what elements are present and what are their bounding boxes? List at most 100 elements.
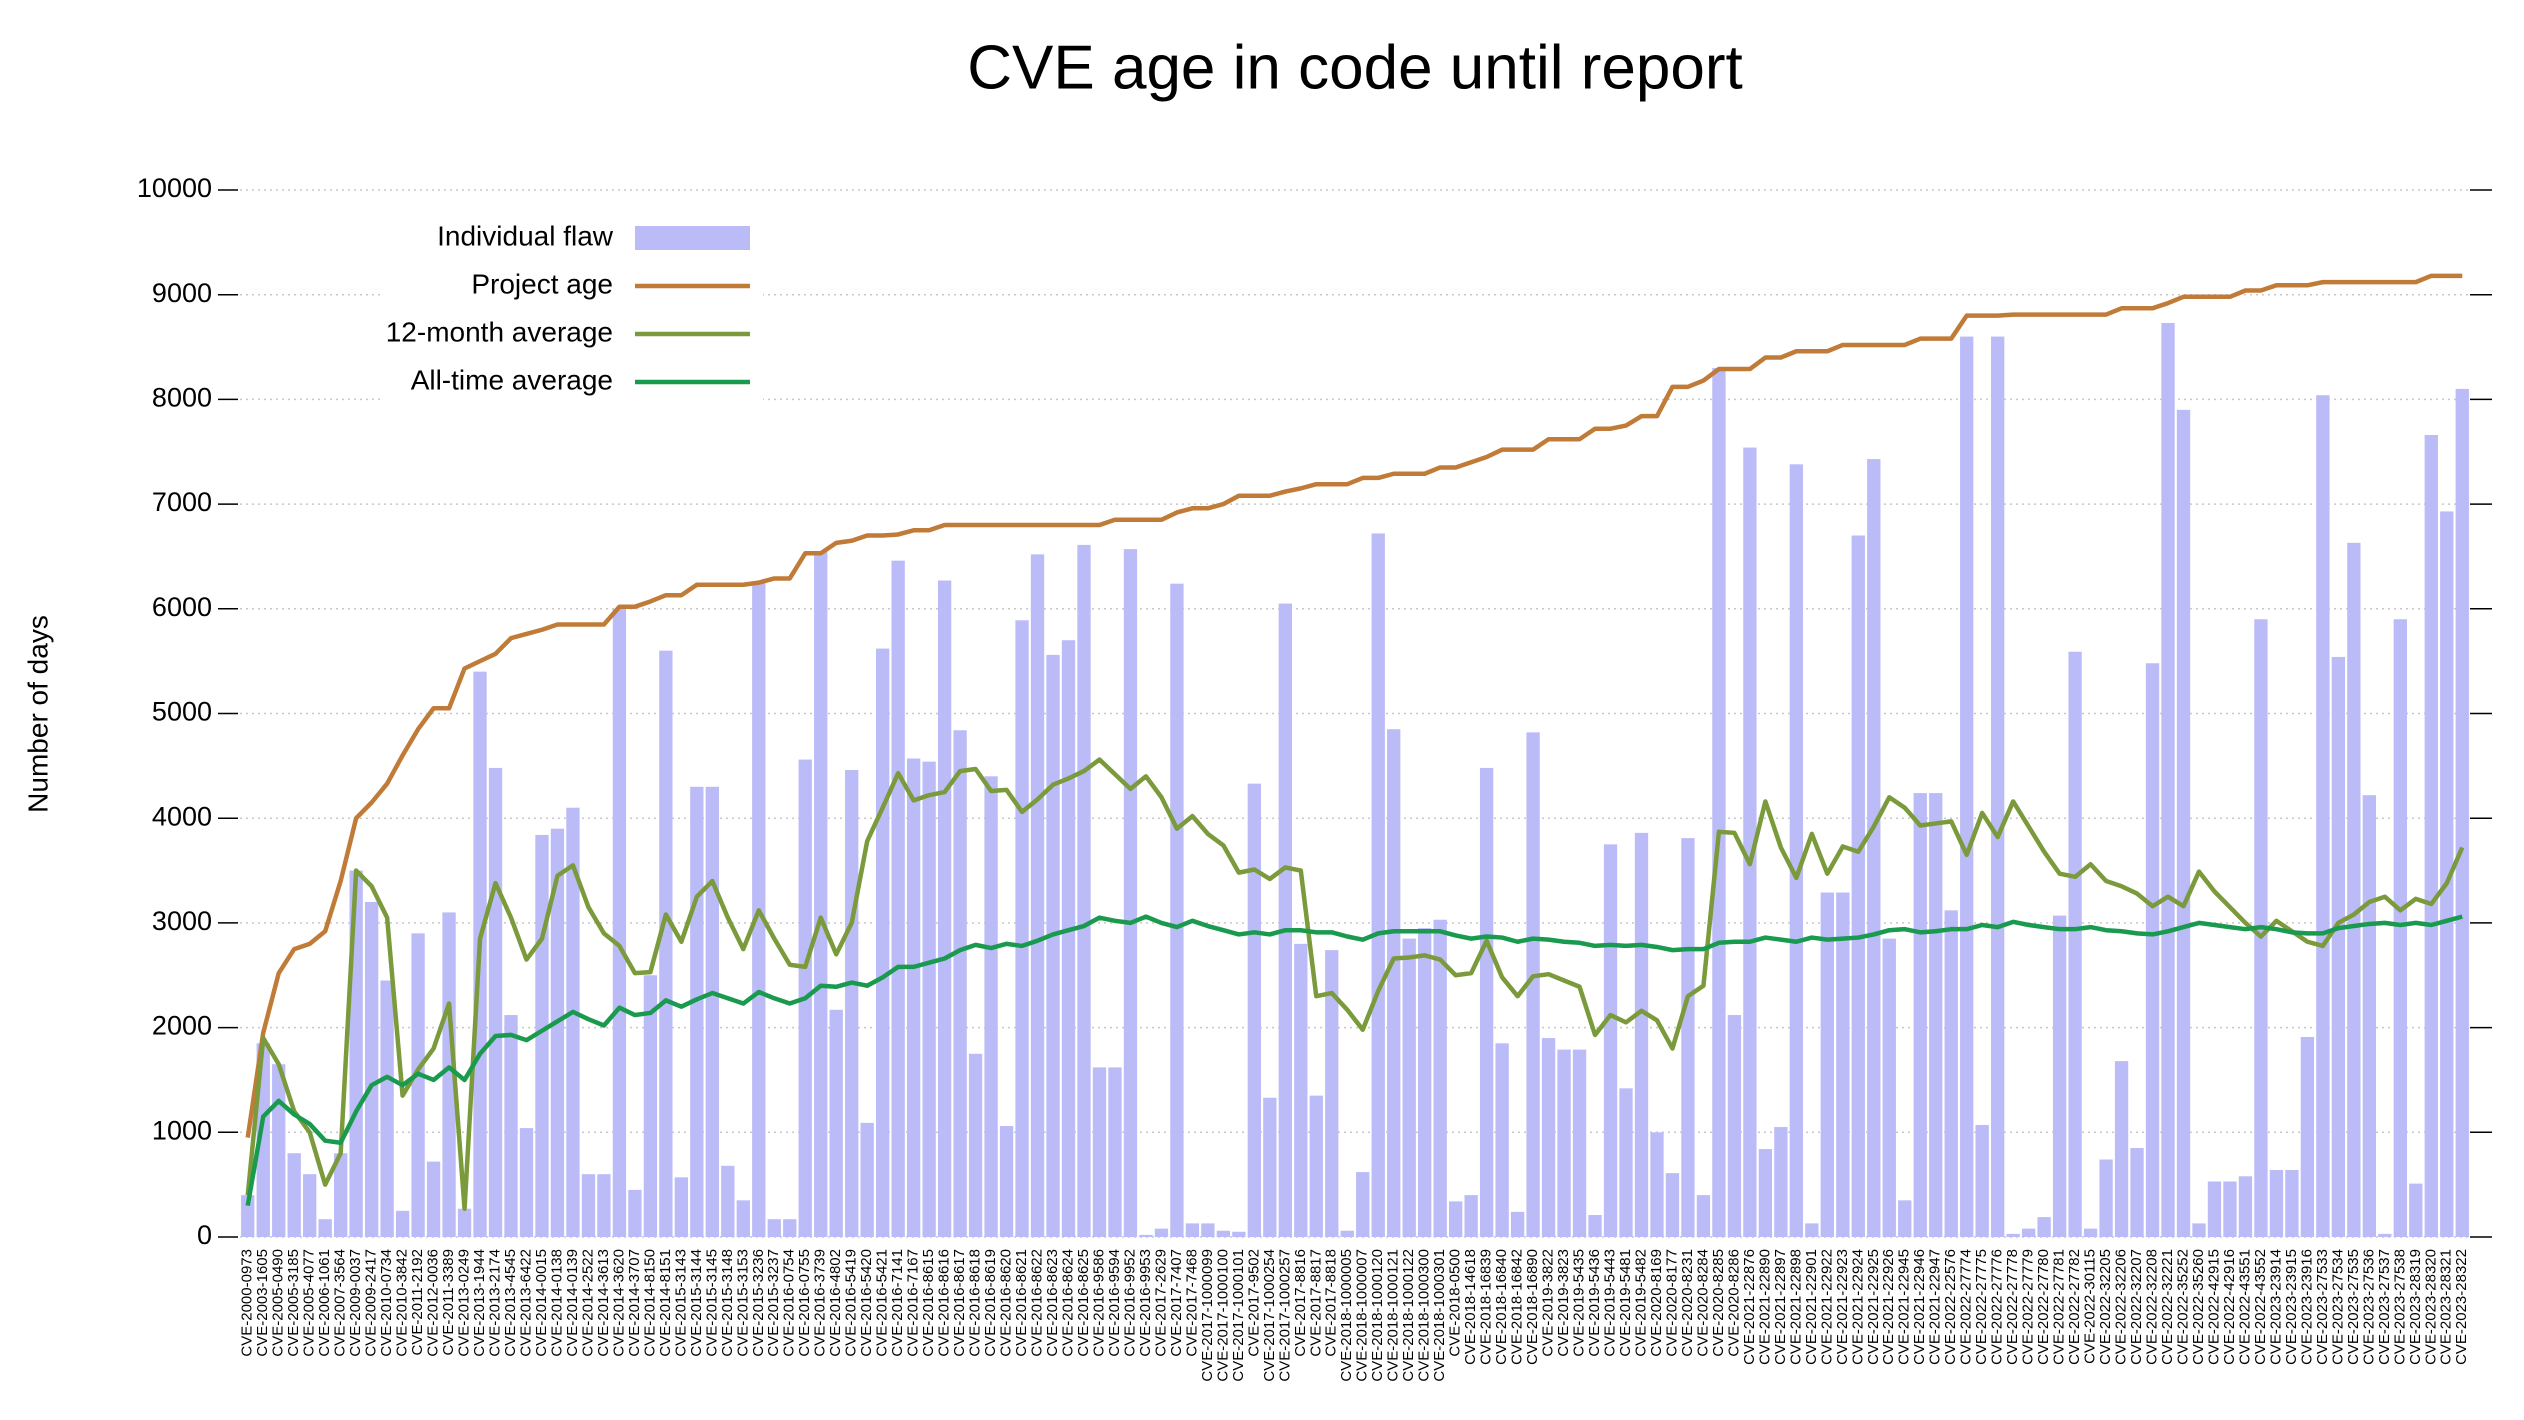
x-tick-label: CVE-2017-7468	[1183, 1249, 1200, 1357]
x-tick-label: CVE-2019-3823	[1555, 1249, 1572, 1357]
bar	[2161, 322, 2175, 1237]
x-tick-label: CVE-2014-3620	[610, 1249, 627, 1357]
bar	[1898, 1200, 1912, 1237]
legend-swatch	[635, 226, 750, 250]
x-tick-label: CVE-2022-27780	[2035, 1249, 2052, 1365]
x-tick-label: CVE-2020-8169	[1648, 1249, 1665, 1357]
x-tick-label: CVE-2017-1000100	[1214, 1249, 1231, 1382]
x-tick-label: CVE-2010-0734	[378, 1249, 395, 1357]
x-tick-label: CVE-2023-27535	[2345, 1249, 2362, 1365]
x-tick-label: CVE-2023-23914	[2267, 1249, 2284, 1365]
x-tick-label: CVE-2016-8622	[1029, 1249, 1046, 1357]
x-tick-label: CVE-2014-3707	[626, 1249, 643, 1357]
legend-label: All-time average	[411, 364, 613, 395]
x-tick-label: CVE-2016-7167	[905, 1249, 922, 1357]
bar	[504, 1015, 518, 1237]
x-tick-label: CVE-2015-3237	[765, 1249, 782, 1357]
bar	[2114, 1061, 2129, 1237]
bar	[2440, 511, 2454, 1238]
x-tick-label: CVE-2022-35260	[2190, 1249, 2207, 1365]
bar	[1371, 533, 1385, 1237]
x-tick-label: CVE-2016-9586	[1090, 1249, 1107, 1357]
x-tick-label: CVE-2023-27537	[2376, 1249, 2393, 1365]
bar	[566, 807, 580, 1237]
x-tick-label: CVE-2020-8177	[1663, 1249, 1680, 1357]
x-tick-label: CVE-2016-8619	[982, 1249, 999, 1357]
x-tick-label: CVE-2022-27781	[2051, 1249, 2068, 1365]
bar	[535, 834, 549, 1237]
bar	[395, 1210, 410, 1237]
y-tick-label: 9000	[152, 278, 212, 308]
bar	[1294, 943, 1308, 1237]
x-tick-label: CVE-2017-8817	[1307, 1249, 1324, 1357]
x-tick-label: CVE-2016-5421	[874, 1249, 891, 1357]
y-tick-label: 8000	[152, 383, 212, 413]
x-tick-label: CVE-2013-1944	[471, 1249, 488, 1357]
x-tick-label: CVE-2022-32206	[2113, 1249, 2130, 1365]
bar	[1929, 793, 1943, 1237]
x-tick-label: CVE-2000-0973	[239, 1249, 256, 1357]
bar	[488, 767, 503, 1237]
bar	[1820, 892, 1834, 1237]
bar	[2409, 1183, 2423, 1237]
x-tick-label: CVE-2022-27778	[2004, 1249, 2021, 1365]
bar	[1712, 367, 1726, 1237]
x-tick-label: CVE-2017-1000101	[1230, 1249, 1247, 1382]
bar	[1758, 1149, 1773, 1237]
bar	[1867, 459, 1881, 1238]
bar	[1061, 640, 1076, 1237]
bar	[1696, 1195, 1711, 1237]
x-tick-label: CVE-2014-8151	[657, 1249, 674, 1357]
bar	[721, 1165, 735, 1237]
bar	[2207, 1181, 2222, 1237]
bar	[2362, 795, 2376, 1237]
bar	[2021, 1228, 2036, 1237]
bar	[1170, 583, 1184, 1237]
x-tick-label: CVE-2023-28320	[2422, 1249, 2439, 1365]
x-tick-label: CVE-2016-4802	[827, 1249, 844, 1357]
bar	[736, 1200, 750, 1237]
bar	[597, 1174, 611, 1237]
x-tick-label: CVE-2018-16842	[1509, 1249, 1526, 1365]
bar	[519, 1128, 534, 1237]
x-tick-label: CVE-2005-0490	[270, 1249, 287, 1357]
bar	[1185, 1223, 1200, 1237]
bar	[303, 1174, 317, 1237]
x-tick-label: CVE-2022-27774	[1958, 1249, 1975, 1365]
x-tick-label: CVE-2023-23916	[2298, 1249, 2315, 1365]
x-tick-label: CVE-2017-8818	[1323, 1249, 1340, 1357]
bar	[2037, 1217, 2051, 1237]
bar	[2223, 1181, 2237, 1237]
x-tick-label: CVE-2019-5436	[1586, 1249, 1603, 1357]
x-tick-label: CVE-2020-8284	[1694, 1249, 1711, 1357]
x-tick-label: CVE-2017-9502	[1245, 1249, 1262, 1357]
bar	[1433, 919, 1447, 1237]
x-tick-label: CVE-2023-23915	[2283, 1249, 2300, 1365]
bar	[1340, 1230, 1354, 1237]
x-tick-label: CVE-2022-32205	[2097, 1249, 2114, 1365]
bar	[1805, 1223, 1819, 1237]
bar	[1743, 447, 1757, 1237]
bar	[1139, 1234, 1153, 1237]
bar	[2347, 542, 2361, 1237]
x-tick-label: CVE-2018-1000121	[1385, 1249, 1402, 1382]
bar	[2006, 1233, 2020, 1237]
bar	[767, 1219, 781, 1237]
x-tick-label: CVE-2015-3236	[750, 1249, 767, 1357]
bar	[318, 1219, 332, 1237]
x-tick-label: CVE-2017-1000099	[1199, 1249, 1216, 1382]
bar	[1572, 1049, 1587, 1237]
x-tick-label: CVE-2023-27533	[2314, 1249, 2331, 1365]
bar	[2285, 1169, 2299, 1237]
x-tick-label: CVE-2023-28321	[2438, 1249, 2455, 1365]
bar	[1247, 783, 1261, 1237]
x-tick-label: CVE-2014-0138	[548, 1249, 565, 1357]
x-tick-label: CVE-2016-8623	[1044, 1249, 1061, 1357]
x-tick-label: CVE-2018-16839	[1478, 1249, 1495, 1365]
x-tick-label: CVE-2013-0249	[456, 1249, 473, 1357]
bar	[705, 786, 719, 1237]
bar	[1030, 554, 1045, 1237]
x-tick-label: CVE-2015-3145	[703, 1249, 720, 1357]
